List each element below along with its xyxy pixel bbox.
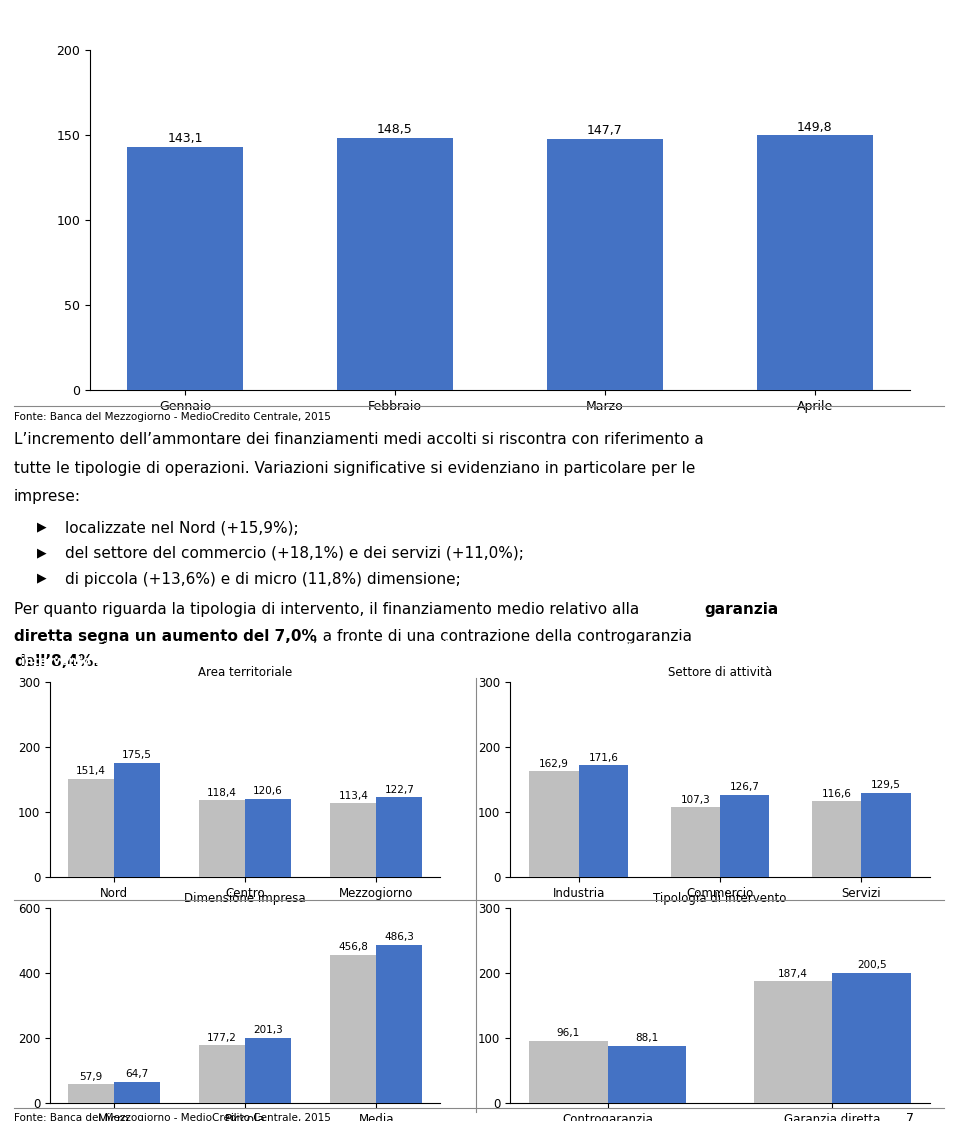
Text: 126,7: 126,7 <box>730 782 759 793</box>
Title: Settore di attività: Settore di attività <box>668 667 772 679</box>
Legend: 2014, 2015: 2014, 2015 <box>185 918 304 937</box>
Bar <box>547 139 662 390</box>
Bar <box>757 136 873 390</box>
Bar <box>128 147 243 390</box>
Bar <box>376 945 422 1103</box>
Text: 122,7: 122,7 <box>384 785 414 795</box>
Text: diretta segna un aumento del 7,0%: diretta segna un aumento del 7,0% <box>14 629 317 643</box>
Text: Grafico 7 – Dinamica mensile del finanziamento medio, 1°gennaio-30 aprile 2015 (: Grafico 7 – Dinamica mensile del finanzi… <box>21 22 612 36</box>
Bar <box>199 800 245 877</box>
Bar <box>245 1038 291 1103</box>
Text: Grafico 8 – Finanziamento medio per area territoriale, settore di attività, dime: Grafico 8 – Finanziamento medio per area… <box>21 640 748 668</box>
Text: 129,5: 129,5 <box>872 780 901 790</box>
Title: Tipologia di intervento: Tipologia di intervento <box>654 892 786 906</box>
Bar <box>861 793 911 877</box>
Text: Fonte: Banca del Mezzogiorno - MedioCredito Centrale, 2015: Fonte: Banca del Mezzogiorno - MedioCred… <box>14 413 331 421</box>
Text: 148,5: 148,5 <box>377 123 413 136</box>
Text: 486,3: 486,3 <box>384 933 414 943</box>
Bar <box>245 798 291 877</box>
Bar <box>113 1082 159 1103</box>
Text: 96,1: 96,1 <box>557 1028 580 1038</box>
Text: L’incremento dell’ammontare dei finanziamenti medi accolti si riscontra con rife: L’incremento dell’ammontare dei finanzia… <box>14 432 704 447</box>
Bar <box>812 802 861 877</box>
Text: , a fronte di una contrazione della controgaranzia: , a fronte di una contrazione della cont… <box>314 629 692 643</box>
Text: 118,4: 118,4 <box>207 788 237 797</box>
Bar <box>608 1046 686 1103</box>
Text: 64,7: 64,7 <box>125 1069 148 1080</box>
Text: 7: 7 <box>906 1112 914 1121</box>
Text: 107,3: 107,3 <box>681 795 710 805</box>
Text: di piccola (+13,6%) e di micro (11,8%) dimensione;: di piccola (+13,6%) e di micro (11,8%) d… <box>65 572 461 586</box>
Text: 171,6: 171,6 <box>588 753 618 763</box>
Bar <box>670 807 720 877</box>
Text: 116,6: 116,6 <box>822 789 852 798</box>
Bar <box>579 766 628 877</box>
Text: 88,1: 88,1 <box>636 1034 659 1044</box>
Text: 200,5: 200,5 <box>856 961 886 970</box>
Text: garanzia: garanzia <box>704 602 779 617</box>
Bar <box>754 981 832 1103</box>
Text: Per quanto riguarda la tipologia di intervento, il finanziamento medio relativo : Per quanto riguarda la tipologia di inte… <box>14 602 644 617</box>
Bar <box>376 797 422 877</box>
Legend: 2014, 2015: 2014, 2015 <box>660 918 780 937</box>
Text: 149,8: 149,8 <box>797 121 832 133</box>
Text: 162,9: 162,9 <box>539 759 568 769</box>
Text: Fonte: Banca del Mezzogiorno - MedioCredito Centrale, 2015: Fonte: Banca del Mezzogiorno - MedioCred… <box>14 1113 331 1121</box>
Bar <box>529 1040 608 1103</box>
Text: 177,2: 177,2 <box>207 1032 237 1043</box>
Bar <box>330 955 376 1103</box>
Text: 201,3: 201,3 <box>253 1025 283 1035</box>
Text: dell’8,4%.: dell’8,4%. <box>14 655 99 669</box>
Text: 175,5: 175,5 <box>122 750 152 760</box>
Text: 456,8: 456,8 <box>338 942 369 952</box>
Text: del settore del commercio (+18,1%) e dei servizi (+11,0%);: del settore del commercio (+18,1%) e dei… <box>65 546 524 560</box>
Text: ▶: ▶ <box>37 520 47 534</box>
Text: imprese:: imprese: <box>14 489 81 504</box>
Text: ▶: ▶ <box>37 546 47 559</box>
Text: 151,4: 151,4 <box>76 766 106 776</box>
Text: ▶: ▶ <box>37 572 47 585</box>
Text: tutte le tipologie di operazioni. Variazioni significative si evidenziano in par: tutte le tipologie di operazioni. Variaz… <box>14 461 695 475</box>
Text: 187,4: 187,4 <box>778 969 808 979</box>
Bar <box>330 804 376 877</box>
Title: Dimensione impresa: Dimensione impresa <box>184 892 306 906</box>
Title: Area territoriale: Area territoriale <box>198 667 292 679</box>
Bar <box>720 795 770 877</box>
Bar <box>68 779 113 877</box>
Bar <box>68 1084 113 1103</box>
Text: 120,6: 120,6 <box>253 786 283 796</box>
Bar <box>529 771 579 877</box>
Bar <box>199 1046 245 1103</box>
Bar <box>337 138 453 390</box>
Bar <box>832 973 911 1103</box>
Text: localizzate nel Nord (+15,9%);: localizzate nel Nord (+15,9%); <box>65 520 299 536</box>
Text: 113,4: 113,4 <box>338 790 369 800</box>
Text: 143,1: 143,1 <box>167 132 203 145</box>
Text: 57,9: 57,9 <box>79 1072 103 1082</box>
Bar <box>113 763 159 877</box>
Text: 147,7: 147,7 <box>588 124 623 137</box>
